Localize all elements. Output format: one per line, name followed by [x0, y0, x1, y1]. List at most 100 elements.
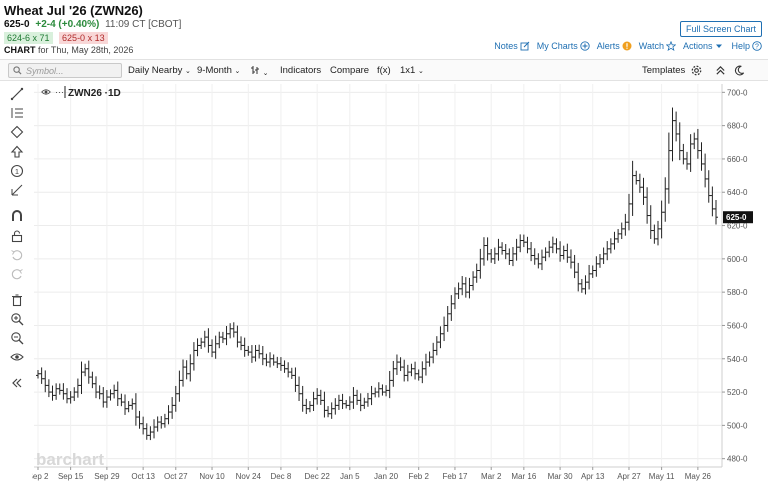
- y-tick-label: 520-0: [727, 388, 748, 397]
- ohlc-bar: [220, 331, 225, 344]
- symbol-search-input[interactable]: Symbol...: [8, 63, 122, 78]
- ohlc-bar: [210, 339, 215, 358]
- my-charts-link[interactable]: My Charts: [537, 41, 590, 51]
- ohlc-bar: [61, 383, 66, 400]
- ohlc-bar: [90, 371, 95, 389]
- ohlc-bar: [108, 389, 113, 401]
- settings-icon[interactable]: [691, 65, 702, 76]
- x-axis: Sep 2 Sep 15 Sep 29 Oct 13 Oct 27 Nov 10 Nov 2…: [28, 466, 722, 481]
- actions-menu[interactable]: Actions: [683, 41, 725, 51]
- ohlc-bar: [307, 401, 312, 413]
- chart-date: CHART for Thu, May 28th, 2026: [4, 45, 133, 55]
- measure-tool-icon[interactable]: [10, 183, 24, 197]
- ohlc-bar: [213, 335, 218, 359]
- ohlc-bar: [39, 367, 44, 384]
- ohlc-bar: [365, 392, 370, 407]
- help-link[interactable]: Help ?: [731, 41, 762, 51]
- ohlc-bar: [119, 393, 124, 407]
- period-label: Daily Nearby: [128, 65, 183, 76]
- magnet-icon[interactable]: [10, 209, 24, 223]
- ohlc-bar: [115, 381, 120, 406]
- alerts-link[interactable]: Alerts: [597, 41, 632, 51]
- ohlc-bar: [413, 361, 418, 380]
- notes-link[interactable]: Notes: [494, 41, 530, 51]
- line-tool-icon[interactable]: [10, 87, 24, 101]
- ohlc-bar: [293, 367, 298, 392]
- ohlc-bar: [692, 132, 697, 150]
- ohlc-bar: [322, 391, 327, 418]
- ohlc-bar: [199, 337, 204, 349]
- dark-mode-icon[interactable]: [734, 65, 745, 76]
- collapse-icon[interactable]: [715, 65, 726, 76]
- ohlc-bar: [101, 387, 106, 408]
- my-charts-label: My Charts: [536, 41, 578, 51]
- fx-button[interactable]: f(x): [377, 65, 391, 76]
- ohlc-bar: [304, 398, 309, 415]
- ohlc-bar: [550, 236, 555, 254]
- ohlc-bar: [329, 402, 334, 419]
- ohlc-bar: [547, 240, 552, 258]
- ohlc-bar: [347, 396, 352, 411]
- ohlc-bar: [362, 397, 367, 409]
- ohlc-bar: [714, 200, 718, 225]
- fibonacci-tool-icon[interactable]: [10, 106, 24, 120]
- trash-icon[interactable]: [10, 293, 24, 307]
- watch-link[interactable]: Watch: [639, 41, 676, 51]
- undo-icon[interactable]: [10, 248, 24, 262]
- search-placeholder: Symbol...: [26, 65, 64, 76]
- ohlc-bar: [315, 388, 320, 405]
- ohlc-bar: [224, 325, 229, 346]
- compare-button[interactable]: Compare: [330, 65, 370, 76]
- zoom-in-icon[interactable]: [10, 312, 24, 326]
- full-screen-button[interactable]: Full Screen Chart: [679, 21, 762, 37]
- eye-icon[interactable]: [41, 89, 51, 95]
- templates-button[interactable]: Templates: [642, 65, 686, 76]
- price-chart[interactable]: 480-0 500-0 520-0 540-0 560-0 580-0 600-0 620-0…: [28, 82, 768, 485]
- range-dropdown[interactable]: 9-Month ⌄: [197, 65, 240, 76]
- ohlc-bar: [587, 264, 592, 290]
- arrow-tool-icon[interactable]: [10, 145, 24, 159]
- x-tick-label: Apr 13: [581, 472, 605, 481]
- ohlc-bar: [286, 362, 291, 378]
- ohlc-bar: [264, 353, 269, 367]
- ohlc-bar: [510, 246, 515, 267]
- ohlc-bar: [326, 406, 331, 418]
- ohlc-bar: [112, 384, 117, 399]
- ohlc-bar: [409, 363, 414, 377]
- ohlc-bar: [300, 385, 305, 412]
- layout-dropdown[interactable]: 1x1 ⌄: [400, 65, 424, 76]
- period-dropdown[interactable]: Daily Nearby ⌄: [128, 65, 191, 76]
- y-tick-label: 700-0: [727, 88, 748, 97]
- ohlc-bar: [492, 247, 497, 265]
- bar-type-dropdown[interactable]: ⌄: [250, 65, 269, 78]
- annotation-tool-icon[interactable]: 1: [10, 164, 24, 178]
- ohlc-bar: [336, 394, 341, 410]
- ohlc-bar: [485, 237, 490, 261]
- ohlc-bar: [456, 282, 461, 299]
- ohlc-bar: [532, 248, 537, 265]
- page-title: Wheat Jul '26 (ZWN26): [4, 3, 143, 18]
- lock-icon[interactable]: [10, 229, 24, 243]
- ohlc-bar: [133, 393, 138, 426]
- legend-menu-icon[interactable]: ···: [55, 87, 64, 97]
- y-tick-label: 580-0: [727, 288, 748, 297]
- ohlc-bar: [597, 253, 602, 268]
- indicators-button[interactable]: Indicators: [280, 65, 322, 76]
- zoom-out-icon[interactable]: [10, 331, 24, 345]
- redo-icon[interactable]: [10, 267, 24, 281]
- y-tick-label: 480-0: [727, 455, 748, 464]
- chart-date-text: for Thu, May 28th, 2026: [38, 45, 134, 55]
- ohlc-bar: [710, 186, 715, 217]
- svg-text:1: 1: [15, 167, 19, 176]
- search-icon: [13, 66, 22, 75]
- ohlc-bar: [289, 367, 294, 379]
- shape-tool-icon[interactable]: [10, 125, 24, 139]
- chart-area[interactable]: 480-0 500-0 520-0 540-0 560-0 580-0 600-0 620-0…: [28, 82, 768, 485]
- eye-icon[interactable]: [10, 350, 24, 364]
- ohlc-bar: [539, 249, 544, 271]
- ohlc-bar: [271, 354, 276, 366]
- ohlc-bar: [75, 378, 80, 398]
- ohlc-bar: [612, 231, 617, 250]
- ohlc-bar: [43, 370, 48, 393]
- collapse-panel-icon[interactable]: [10, 376, 24, 390]
